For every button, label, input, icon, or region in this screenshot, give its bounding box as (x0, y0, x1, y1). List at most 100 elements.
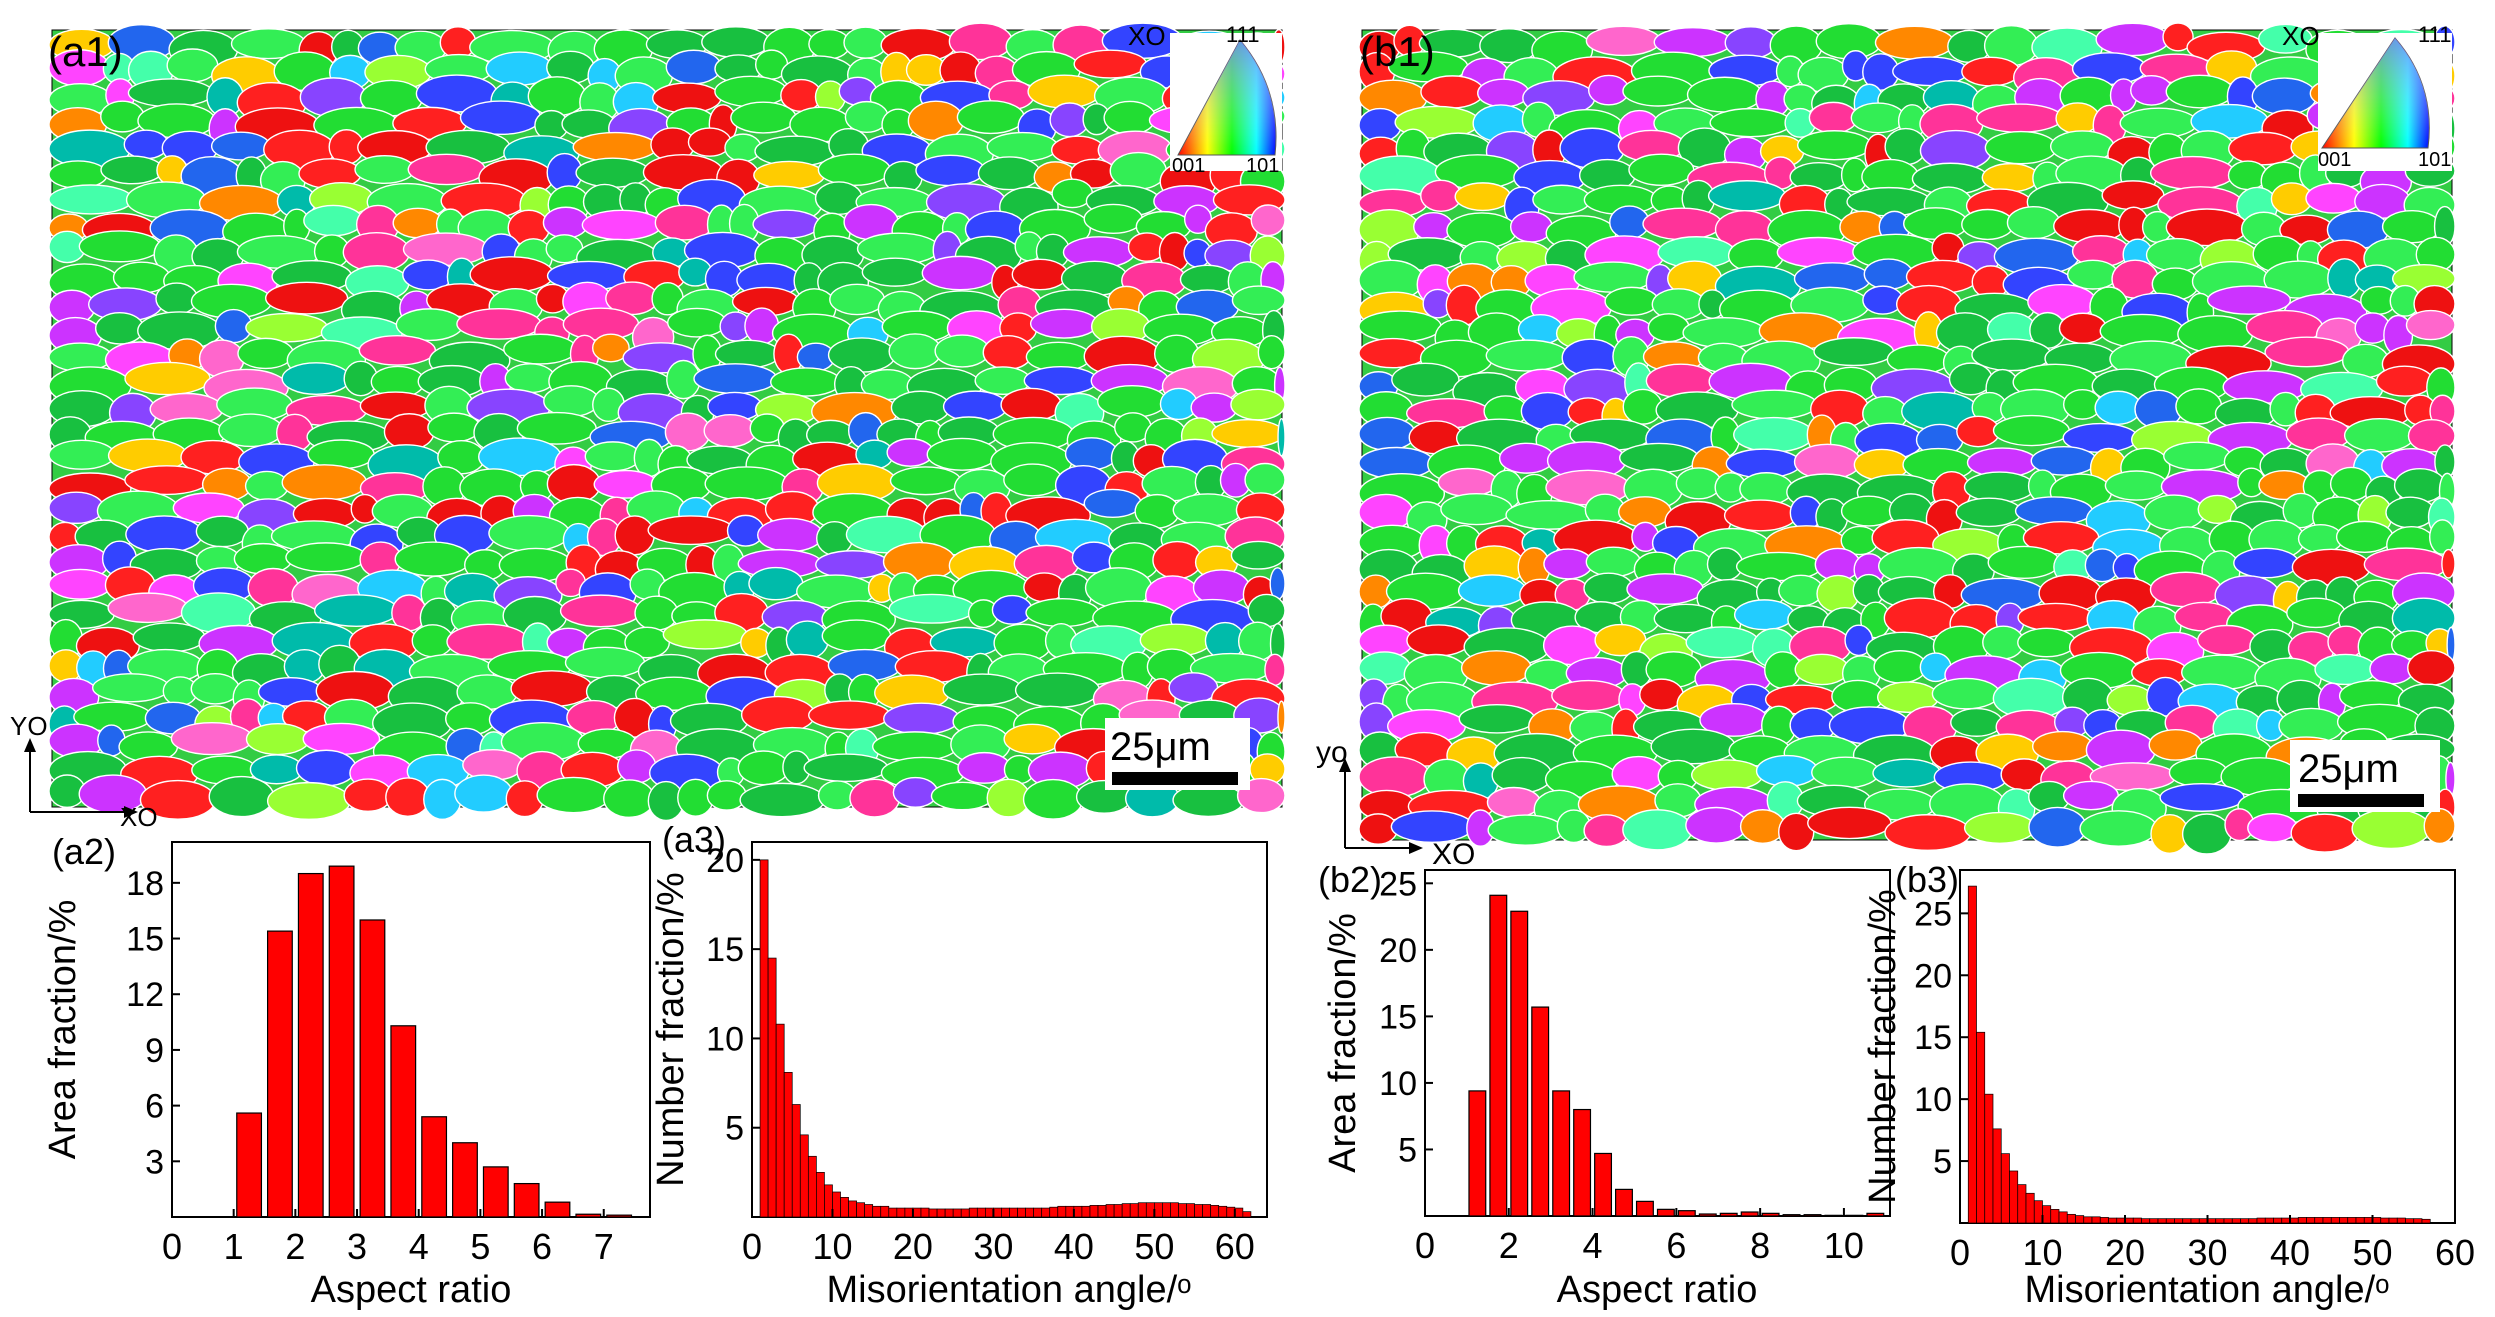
grain-pattern-b1 (1358, 22, 2456, 855)
bar-a3 (1137, 1202, 1147, 1218)
scale-bar-label-b1: 25μm (2298, 747, 2399, 791)
bar-a3 (1129, 1203, 1139, 1218)
bar-b3 (2141, 1218, 2151, 1224)
bar-a3 (775, 1023, 785, 1218)
bar-b3 (2108, 1217, 2118, 1224)
bar-b3 (2372, 1217, 2382, 1224)
bar-a3 (872, 1205, 882, 1218)
bar-b2 (1719, 1212, 1738, 1217)
bar-b3 (2347, 1217, 2357, 1224)
bar-b3 (2413, 1218, 2423, 1224)
bar-a2 (297, 872, 324, 1218)
x-tick-label-b3: 10 (2022, 1232, 2062, 1273)
x-tick-label-b3: 20 (2105, 1232, 2145, 1273)
x-tick-label-a3: 20 (893, 1226, 933, 1267)
bar-a3 (759, 859, 769, 1218)
bar-a3 (928, 1208, 938, 1218)
bar-b3 (2256, 1217, 2266, 1224)
bar-b3 (2405, 1218, 2415, 1224)
bar-b2 (1468, 1090, 1487, 1217)
bar-a2 (513, 1182, 540, 1218)
y-tick-label-a3: 20 (706, 842, 744, 880)
ebsd-map-b1: (b1) XO 111 001 101 25μm (1358, 21, 2456, 855)
x-tick-label-a3: 30 (973, 1226, 1013, 1267)
bar-a3 (824, 1184, 833, 1218)
ipf-legend-a1: XO 111 001 101 (1128, 21, 1282, 177)
y-axis-label-b2: Area fraction/% (1322, 913, 1364, 1173)
bar-a3 (1113, 1204, 1123, 1218)
bar-a2 (452, 1142, 478, 1218)
bar-b2 (1552, 1090, 1571, 1217)
bar-b2 (1594, 1152, 1613, 1217)
bar-b3 (2330, 1217, 2340, 1224)
bar-b3 (2388, 1217, 2398, 1224)
bar-b2 (1698, 1213, 1717, 1217)
bar-a3 (1218, 1205, 1228, 1218)
ipf-111-label-b1: 111 (2418, 22, 2451, 47)
x-tick-label-b2: 6 (1666, 1225, 1686, 1266)
bar-a3 (912, 1207, 922, 1218)
bar-b3 (2355, 1217, 2365, 1224)
bar-b3 (2264, 1217, 2274, 1224)
bar-b2 (1761, 1212, 1780, 1217)
axis-x-label-b1: XO (1432, 838, 1475, 871)
bar-a3 (904, 1207, 914, 1218)
bar-a3 (1226, 1206, 1236, 1218)
plot-frame-a3 (751, 841, 1268, 1218)
x-tick-label-b2: 2 (1499, 1225, 1519, 1266)
bar-b3 (2149, 1218, 2159, 1224)
bar-a3 (1097, 1205, 1107, 1218)
y-tick-label-a2: 9 (145, 1032, 164, 1070)
bar-b3 (2363, 1217, 2373, 1224)
bar-b3 (2157, 1218, 2167, 1224)
ipf-xo-label-a1: XO (1128, 21, 1166, 51)
grain-pattern-a1 (48, 22, 1286, 822)
bar-a3 (1041, 1207, 1051, 1218)
x-tick-label-a3: 40 (1054, 1226, 1094, 1267)
bar-b3 (2165, 1218, 2175, 1224)
bar-a3 (767, 957, 777, 1218)
bar-b3 (2000, 1153, 2010, 1224)
bar-b3 (2132, 1217, 2142, 1224)
bar-b3 (2042, 1205, 2052, 1224)
chart-b3-misorientation: 0 10 20 30 40 50 60 5 10 15 20 25 Misorientation ang… (1862, 859, 2475, 1311)
scale-bar-label-a1: 25μm (1110, 725, 1211, 769)
x-tick-label-a2: 7 (594, 1226, 614, 1267)
bar-a3 (952, 1208, 962, 1218)
bar-a3 (807, 1155, 817, 1218)
x-tick-label-a3: 50 (1134, 1226, 1174, 1267)
x-tick-label-a2: 2 (285, 1226, 305, 1267)
bar-a3 (1033, 1207, 1043, 1218)
axis-x-label-a1: XO (120, 802, 158, 832)
x-tick-label-b3: 40 (2270, 1232, 2310, 1273)
y-tick-label-b2: 25 (1379, 865, 1417, 903)
bar-b3 (2314, 1217, 2324, 1224)
bar-b3 (2289, 1217, 2299, 1224)
bar-a3 (1105, 1204, 1115, 1218)
bar-a3 (1017, 1207, 1026, 1218)
bar-a2 (390, 1025, 417, 1218)
x-tick-label-b2: 8 (1750, 1225, 1770, 1266)
bar-b3 (2017, 1184, 2027, 1224)
y-tick-label-b2: 15 (1379, 998, 1417, 1036)
y-tick-label-b2: 5 (1398, 1131, 1417, 1169)
y-tick-label-a3: 15 (706, 931, 744, 969)
bar-b3 (2231, 1218, 2241, 1224)
y-tick-label-b3: 15 (1914, 1019, 1952, 1057)
bar-b2 (1531, 1006, 1550, 1217)
chart-a2-aspect-ratio: 0 1 2 3 4 5 6 7 3 6 9 12 15 18 Aspect ratio Area fracti… (42, 831, 651, 1311)
bar-a3 (985, 1207, 994, 1218)
y-axis-label-b3: Number fraction/% (1862, 889, 1904, 1204)
y-tick-label-a3: 10 (706, 1020, 744, 1058)
y-tick-label-b3: 10 (1914, 1081, 1952, 1119)
y-tick-label-a2: 12 (126, 976, 164, 1014)
bar-a3 (1210, 1205, 1220, 1218)
bar-a3 (1049, 1206, 1059, 1218)
bar-b3 (2306, 1217, 2316, 1224)
scale-bar-line-b1 (2298, 794, 2424, 807)
bar-a3 (920, 1207, 930, 1218)
y-tick-label-a2: 3 (145, 1143, 164, 1181)
bar-a3 (832, 1191, 841, 1218)
bar-b3 (1967, 885, 1977, 1224)
